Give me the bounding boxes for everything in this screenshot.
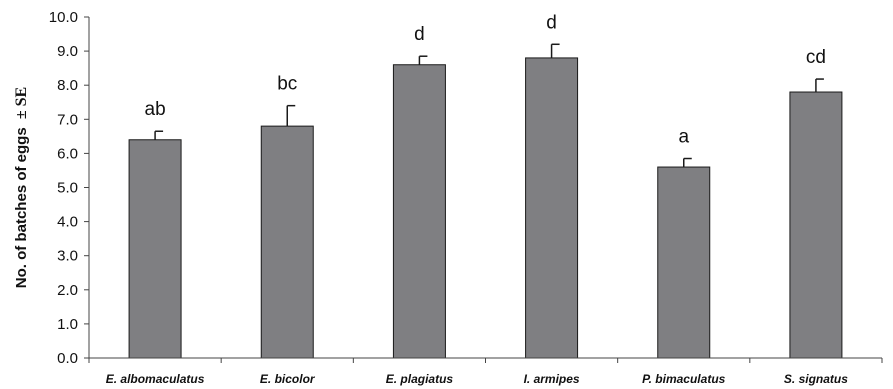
- significance-label: cd: [806, 47, 826, 68]
- y-tick-label: 1.0: [57, 316, 78, 333]
- y-tick-label: 10.0: [49, 9, 78, 26]
- significance-label: ab: [145, 99, 166, 120]
- y-axis-label-se: ± SE: [13, 87, 30, 119]
- x-category-label: P. bimaculatus: [642, 372, 725, 386]
- y-axis-label: No. of batches of eggs ± SE: [13, 87, 30, 288]
- error-bars: [154, 43, 824, 168]
- x-category-label: I. armipes: [524, 372, 580, 386]
- category-labels: E. albomaculatus E. bicolor E. plagiatus I.…: [88, 358, 883, 386]
- y-tick-label: 3.0: [57, 248, 78, 265]
- x-category-label: E. plagiatus: [386, 372, 454, 386]
- significance-label: a: [678, 127, 689, 148]
- bar: [128, 139, 182, 359]
- bar: [525, 57, 579, 359]
- y-tick-label: 0.0: [57, 350, 78, 367]
- bars: [128, 57, 843, 359]
- x-category-label: S. signatus: [784, 372, 848, 386]
- bar: [789, 91, 843, 359]
- x-category-label: E. albomaculatus: [106, 372, 205, 386]
- y-tick-label: 7.0: [57, 111, 78, 128]
- significance-labels: ab bc d d a cd: [145, 12, 826, 147]
- y-axis-ticks: 0.0 1.0 2.0 3.0 4.0 5.0 6.0 7.0 8.0 9.0 10.0: [49, 9, 89, 367]
- y-tick-label: 2.0: [57, 282, 78, 299]
- bar: [657, 166, 711, 359]
- y-tick-label: 6.0: [57, 145, 78, 162]
- y-axis-label-main: No. of batches of eggs: [13, 127, 30, 288]
- bar: [392, 64, 446, 359]
- y-tick-label: 4.0: [57, 214, 78, 231]
- significance-label: bc: [277, 74, 297, 95]
- y-tick-label: 5.0: [57, 180, 78, 197]
- bar: [260, 125, 314, 359]
- x-category-label: E. bicolor: [260, 372, 316, 386]
- y-tick-label: 9.0: [57, 43, 78, 60]
- significance-label: d: [546, 12, 557, 33]
- y-tick-label: 8.0: [57, 77, 78, 94]
- significance-label: d: [414, 24, 425, 45]
